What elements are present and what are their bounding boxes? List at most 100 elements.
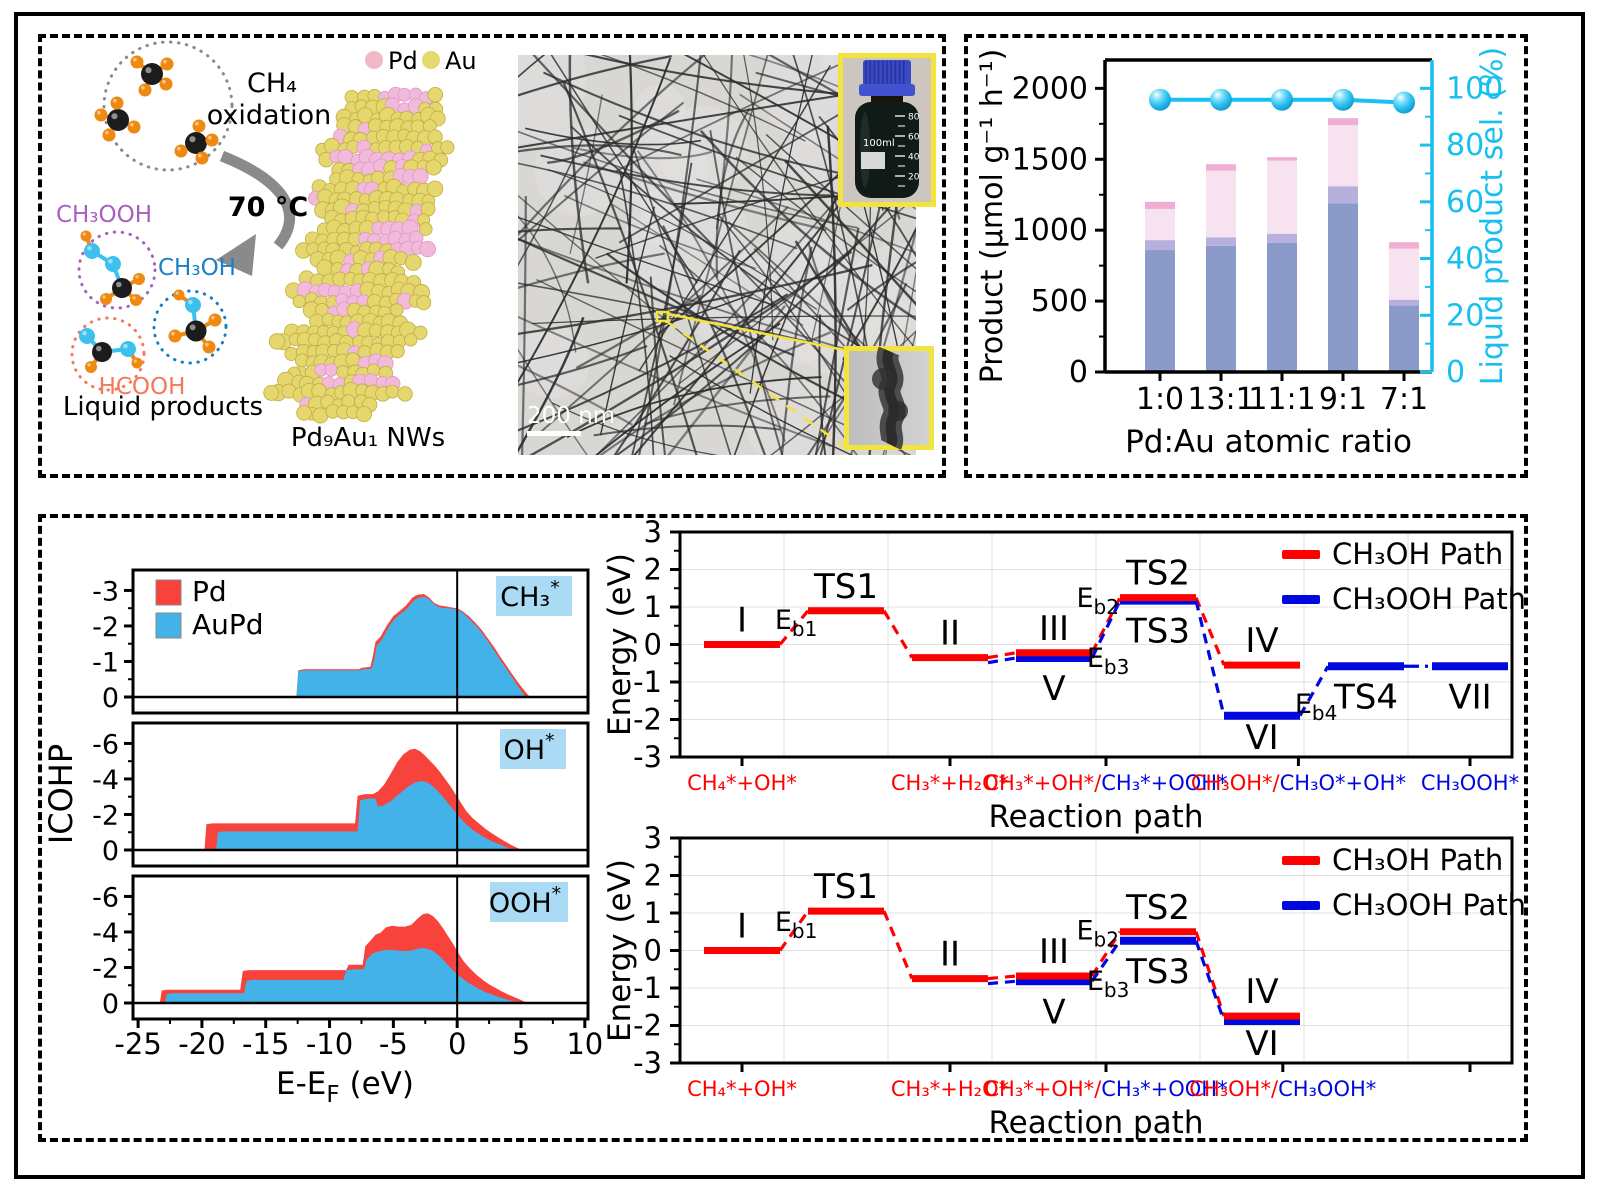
energy-level-label-VI: VI xyxy=(1245,718,1278,758)
ch3oh-circle xyxy=(152,289,228,365)
right-tick-label: 40 xyxy=(1446,242,1484,277)
energy-y-tick-label: -1 xyxy=(633,971,662,1005)
temperature-label: 70 °C xyxy=(228,192,308,223)
ch4-label-line2: oxidation xyxy=(207,100,332,131)
icohp-x-tick-label: 10 xyxy=(566,1027,603,1061)
energy-level-label-VI: VI xyxy=(1245,1024,1278,1064)
energy-level-label-I: I xyxy=(737,601,747,641)
bar-segment xyxy=(1389,305,1419,372)
nanowire-closeup-inset xyxy=(844,346,934,450)
reaction-arrow xyxy=(219,150,296,250)
path-connector-red xyxy=(778,609,810,646)
pd-legend-label: Pd xyxy=(388,47,418,75)
legend-label: CH₃OOH Path xyxy=(1332,582,1526,616)
adsorbate-label: CH₃* xyxy=(500,577,559,613)
legend-label: CH₃OH Path xyxy=(1332,843,1503,877)
energy-y-tick-label: -3 xyxy=(633,1046,662,1080)
bar-segment xyxy=(1267,160,1297,234)
bar-segment xyxy=(1206,170,1236,238)
icohp-tick-label: -3 xyxy=(92,576,119,607)
bar-segment xyxy=(1145,208,1175,241)
bar-segment xyxy=(1328,186,1358,204)
energy-y-tick-label: 3 xyxy=(644,821,662,855)
nanowire-closeup xyxy=(849,346,929,450)
energy-level-TS3 xyxy=(1120,936,1196,945)
icohp-x-tick-label: -25 xyxy=(114,1027,161,1061)
barrier-label-b3: Eb3 xyxy=(1087,966,1129,1002)
panel-dft-results: -3 -2 -1 0 CH₃* Pd AuPd -6 -4 -2 0 OH* -6 -4 -2 0 OOH* -2… xyxy=(38,514,1528,1142)
product-bottle-inset: 80 60 40 20 100ml xyxy=(838,53,936,207)
scale-bar-label: 200 nm xyxy=(527,403,615,429)
energy-level-label-TS3: TS3 xyxy=(1125,952,1190,992)
energy-y-axis-title: Energy (eV) xyxy=(602,859,638,1042)
icohp-tick-label: -2 xyxy=(92,953,119,984)
icohp-x-tick-label: 5 xyxy=(512,1027,530,1061)
path-connector-blue xyxy=(987,979,1017,986)
pd-legend-sphere-icon xyxy=(365,51,383,69)
x-tick-label: 9:1 xyxy=(1319,382,1367,417)
energy-level-I xyxy=(704,641,780,648)
icohp-x-tick-label: 0 xyxy=(448,1027,466,1061)
ch3ooh-label: CH₃OOH xyxy=(56,202,152,228)
bar-segment xyxy=(1145,201,1175,209)
legend-label: CH₃OH Path xyxy=(1332,537,1503,571)
x-tick-label: 1:0 xyxy=(1136,382,1184,417)
energy-y-tick-label: 0 xyxy=(644,934,662,968)
tem-highlight-box xyxy=(655,310,670,323)
energy-y-tick-label: 2 xyxy=(644,859,662,893)
left-tick-label: 2000 xyxy=(1012,71,1088,106)
icohp-area-aupd xyxy=(216,781,515,850)
path-connector-red xyxy=(882,910,914,980)
left-axis-title: Product (μmol g⁻¹ h⁻¹) xyxy=(975,49,1010,384)
ch4-molecule xyxy=(94,96,141,142)
energy-level-TS1 xyxy=(808,607,884,615)
bar-stack-7:1 xyxy=(1389,242,1419,372)
icohp-tick-label: -4 xyxy=(92,765,119,796)
energy-level-label-TS3: TS3 xyxy=(1125,612,1190,652)
path-connector-blue xyxy=(1090,939,1122,983)
energy-x-axis-title: Reaction path xyxy=(989,799,1204,835)
bottle-label-patch xyxy=(861,152,885,169)
icohp-tick-label: 0 xyxy=(102,683,119,714)
species-label: CH₄*+OH* xyxy=(687,771,797,795)
panel-schematic-tem: Pd Au CH₄ oxidation 70 °C CH₃OOH CH₃OH H… xyxy=(38,34,946,478)
barrier-label-b4: Eb4 xyxy=(1295,689,1337,725)
bar-segment xyxy=(1328,203,1358,372)
ch3ooh-circle xyxy=(77,230,157,310)
path-connector-red xyxy=(1194,931,1226,1017)
icohp-x-tick-label: -20 xyxy=(178,1027,225,1061)
energy-level-label-IV: IV xyxy=(1245,972,1278,1012)
path-connector-red xyxy=(987,974,1017,981)
icohp-tick-label: -2 xyxy=(92,800,119,831)
right-tick-label: 0 xyxy=(1446,355,1465,390)
energy-y-tick-label: -2 xyxy=(633,1009,662,1043)
legend-label: CH₃OOH Path xyxy=(1332,888,1526,922)
pdau-nanowire-model xyxy=(263,86,455,424)
icohp-tick-label: -6 xyxy=(92,729,119,760)
graduation-label: 40 xyxy=(908,153,920,163)
icohp-x-axis-title: E-EF (eV) xyxy=(276,1066,414,1108)
energy-level-IV xyxy=(1224,1012,1300,1020)
right-tick-label: 20 xyxy=(1446,298,1484,333)
selectivity-marker xyxy=(1271,88,1293,111)
x-axis-title: Pd:Au atomic ratio xyxy=(1125,424,1412,460)
species-label: CH₃OH*/CH₃O*+OH* xyxy=(1191,771,1406,795)
activity-selectivity-chart: 0 500 1000 1500 2000 0 20 40 60 80 100 1:0 13:111:1 9… xyxy=(975,47,1510,460)
right-tick-label: 80 xyxy=(1446,128,1484,163)
barrier-label-b2: Eb2 xyxy=(1076,915,1118,951)
au-legend-sphere-icon xyxy=(422,51,440,69)
callout-line-dashed xyxy=(665,319,845,448)
energy-level-TS1 xyxy=(808,907,884,915)
energy-level-VI xyxy=(1224,711,1300,720)
icohp-tick-label: -6 xyxy=(92,882,119,913)
energy-level-TS2 xyxy=(1120,928,1196,936)
closeup-nanowire xyxy=(872,346,908,450)
left-tick-label: 500 xyxy=(1031,284,1088,319)
energy-level-label-TS4: TS4 xyxy=(1333,677,1398,717)
energy-level-label-TS2: TS2 xyxy=(1125,554,1190,594)
ch3ooh-molecule xyxy=(80,230,145,306)
hcooh-label: HCOOH xyxy=(99,374,186,400)
